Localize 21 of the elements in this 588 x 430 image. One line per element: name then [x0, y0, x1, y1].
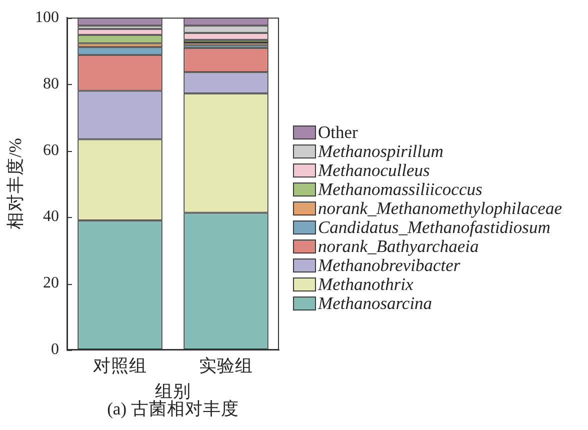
y-tick-label: 20: [43, 274, 59, 292]
legend-label: Methanothrix: [317, 274, 414, 294]
x-tick-label: 对照组: [93, 355, 147, 376]
x-tick-label: 实验组: [199, 355, 253, 376]
legend-label: Methanosarcina: [317, 293, 432, 314]
legend-label: Methanomassiliicoccus: [317, 179, 482, 200]
y-tick-label: 80: [43, 75, 59, 92]
y-axis-title: 相对丰度/%: [5, 138, 26, 230]
y-tick-label: 100: [35, 8, 59, 26]
y-tick-label: 0: [51, 341, 59, 358]
legend-label: Other: [318, 122, 358, 142]
y-tick-label: 40: [43, 208, 59, 226]
y-tick-label: 60: [43, 142, 59, 159]
legend-label: norank_Methanomethylophilaceae: [318, 198, 562, 218]
legend-label: Methanoculleus: [317, 160, 430, 180]
text: (a) 古菌相对丰度: [107, 398, 239, 418]
legend-label: Candidatus_Methanofastidiosum: [318, 217, 550, 238]
legend-label: Methanospirillum: [317, 141, 444, 162]
legend-label: Methanobrevibacter: [317, 255, 460, 276]
legend-label: norank_Bathyarchaeia: [318, 236, 479, 256]
x-axis-title: 组别: [155, 380, 191, 401]
